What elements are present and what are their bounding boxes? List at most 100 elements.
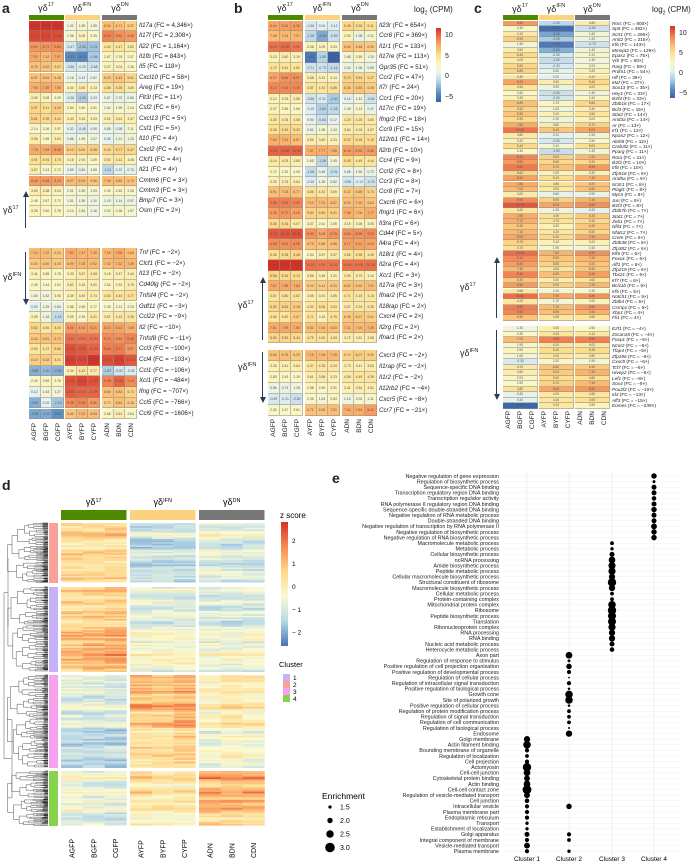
gene-label: E2f1 (FC = −4×) xyxy=(612,326,646,332)
heatmap-cell: 1.40 xyxy=(575,47,610,54)
heatmap-cell: 3.98 xyxy=(316,372,329,383)
heatmap-cell: 3.85 xyxy=(328,291,340,302)
heatmap-cell xyxy=(242,694,265,696)
go-term-label: Structural constituent of ribosome xyxy=(419,580,499,586)
gene-label: Cmtm3 (FC = 3×) xyxy=(139,186,187,196)
fold-change: (FC = 9×) xyxy=(625,176,647,182)
group-header-sup: 17 xyxy=(521,3,528,9)
heatmap-cell xyxy=(173,679,196,682)
heatmap-cell xyxy=(173,732,196,735)
heatmap-cell: 3.64 xyxy=(291,361,303,372)
heatmap-cell xyxy=(61,609,84,612)
heatmap-cell xyxy=(130,623,153,626)
heatmap-cell: 7.15 xyxy=(305,350,317,361)
heatmap-cell xyxy=(130,619,153,621)
heatmap-cell: 5.27 xyxy=(365,73,377,84)
gene-name: Xcl1 xyxy=(139,377,152,385)
fold-change: (FC = 14×) xyxy=(622,111,647,117)
heatmap-cell xyxy=(220,764,243,767)
heatmap-cell xyxy=(242,793,265,796)
heatmap-cell: 4.24 xyxy=(353,301,366,313)
heatmap-cell xyxy=(104,750,127,752)
heatmap-cell xyxy=(61,553,84,556)
heatmap-cell xyxy=(199,785,222,788)
side-label-sup: IFN xyxy=(469,348,479,354)
gene-name: Il12rb2 xyxy=(379,385,398,392)
heatmap-cell xyxy=(130,612,153,615)
heatmap-cell xyxy=(61,759,84,762)
heatmap-cell xyxy=(242,747,265,749)
heatmap-cell: 5.80 xyxy=(539,261,574,268)
heatmap-cell xyxy=(61,791,84,794)
heatmap-cell xyxy=(220,729,243,732)
heatmap-cell xyxy=(130,542,153,544)
heatmap-cell: 5.50 xyxy=(268,301,280,313)
heatmap-cell xyxy=(104,595,127,597)
gene-name: Ncor2 xyxy=(612,342,625,348)
heatmap-cell xyxy=(151,587,174,589)
heatmap-cell xyxy=(173,727,196,730)
heatmap-cell xyxy=(242,619,265,621)
heatmap-cell xyxy=(220,595,243,597)
heatmap-cell xyxy=(130,681,153,684)
heatmap-cell xyxy=(173,801,196,804)
heatmap-cell xyxy=(130,595,153,597)
heatmap-cell xyxy=(242,711,265,714)
gene-label: Cxxc5 (FC = −6×) xyxy=(612,359,649,365)
heatmap-cell: 6.90 xyxy=(342,197,354,209)
heatmap-cell xyxy=(61,643,84,645)
gene-name: Zfp296 xyxy=(612,353,627,359)
heatmap-cell xyxy=(61,636,84,639)
heatmap-cell xyxy=(130,655,153,658)
heatmap-cell xyxy=(199,705,222,708)
heatmap-cell: 3.18 xyxy=(102,269,114,281)
heatmap-cell xyxy=(220,804,243,807)
side-label-sup: IFN xyxy=(247,362,257,368)
heatmap-cell xyxy=(242,681,265,684)
heatmap-cell xyxy=(82,708,105,711)
gene-name: Ccr1 xyxy=(379,94,393,102)
heatmap-cell xyxy=(199,615,222,618)
heatmap-cell: 8.04 xyxy=(268,21,280,32)
heatmap-cell: 10.20 xyxy=(365,260,377,271)
heatmap-cell xyxy=(220,726,243,728)
heatmap-cell: 3.38 xyxy=(40,185,53,197)
heatmap-cell xyxy=(220,532,243,535)
heatmap-cell: 2.40 xyxy=(575,95,610,102)
heatmap-cell xyxy=(151,564,174,567)
heatmap-cell xyxy=(151,732,174,735)
heatmap-cell xyxy=(104,652,127,655)
go-term-label: Sequence-specific double-stranded DNA bi… xyxy=(383,507,499,513)
heatmap-cell xyxy=(151,820,174,823)
heatmap-cell: 2.59 xyxy=(316,383,329,394)
fold-change: (FC = 6×) xyxy=(394,209,424,217)
heatmap-cell xyxy=(104,531,127,533)
heatmap-cell xyxy=(130,567,153,570)
heatmap-cell xyxy=(151,569,174,572)
heatmap-cell xyxy=(151,559,174,562)
heatmap-cell: 7.25 xyxy=(76,258,89,270)
gene-label: Cxcr6 (FC = 6×) xyxy=(379,198,423,208)
heatmap-cell xyxy=(151,804,174,807)
heatmap-cell xyxy=(61,625,84,628)
gene-label: Aff1 (FC = 6×) xyxy=(612,262,642,267)
heatmap-cell: 6.34 xyxy=(29,333,41,345)
fold-change: (FC = −2×) xyxy=(153,259,185,267)
heatmap-cell xyxy=(61,676,84,679)
heatmap-cell xyxy=(242,713,265,716)
heatmap-cell: 6.48 xyxy=(353,41,366,53)
gene-label: Csrnp1 (FC = 5×) xyxy=(612,305,648,310)
heatmap-cell: 7.15 xyxy=(328,350,340,361)
heatmap-cell xyxy=(220,777,243,780)
fold-change: (FC = 1,164×) xyxy=(148,42,190,50)
heatmap-cell xyxy=(82,750,105,752)
heatmap-cell: 4.20 xyxy=(503,208,538,214)
go-term-label: Negative regulation of RNA metabolic pro… xyxy=(389,513,499,519)
heatmap-cell: 3.51 xyxy=(88,280,100,291)
heatmap-cell xyxy=(61,764,84,767)
heatmap-cell: 7.97 xyxy=(52,51,64,63)
heatmap-cell xyxy=(151,711,174,714)
heatmap-cell xyxy=(151,595,174,597)
heatmap-cell: 2.35 xyxy=(305,394,317,405)
heatmap-cell: 3.74 xyxy=(88,290,100,302)
